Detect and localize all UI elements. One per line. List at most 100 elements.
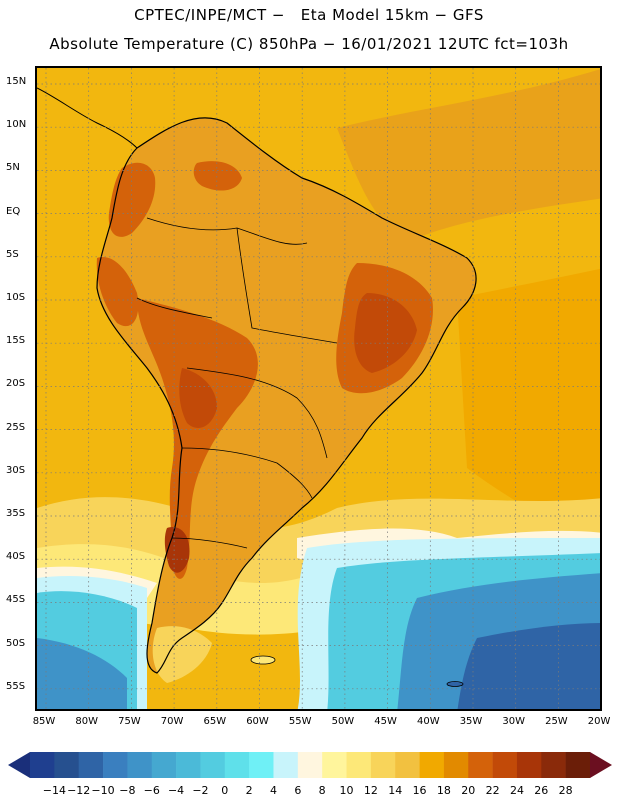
lon-label: 45W xyxy=(374,716,397,727)
colorbar-swatch xyxy=(443,752,469,778)
colorbar-swatch xyxy=(54,752,79,778)
colorbar-swatch xyxy=(78,752,104,778)
colorbar-swatch xyxy=(516,752,542,778)
country-borders xyxy=(136,217,338,549)
lon-label: 80W xyxy=(75,716,98,727)
lat-label: 15N xyxy=(6,76,27,87)
colorbar-swatch xyxy=(176,752,201,778)
lat-label: 10S xyxy=(6,292,26,303)
patagonia-cooler xyxy=(152,626,212,683)
south-america-land xyxy=(97,117,477,674)
title-line-1: CPTEC/INPE/MCT − Eta Model 15km − GFS xyxy=(134,6,484,24)
lon-label: 85W xyxy=(32,716,56,727)
title-line-2: Absolute Temperature (C) 850hPa − 16/01/… xyxy=(49,35,569,53)
colorbar-label: 16 xyxy=(412,784,427,797)
colorbar-label: −12 xyxy=(67,784,91,797)
hot-andes-north xyxy=(108,162,156,237)
hot-peru-coast xyxy=(96,257,139,327)
temperature-map xyxy=(37,68,600,709)
lat-label: 40S xyxy=(6,551,26,563)
colorbar-left-arrow xyxy=(8,752,30,778)
colorbar-label: 4 xyxy=(269,784,277,797)
lat-lon-grid xyxy=(37,68,600,709)
central-america xyxy=(37,87,138,149)
lon-label: 30W xyxy=(502,716,525,727)
colorbar-swatch xyxy=(297,752,323,778)
colorbar-label: 14 xyxy=(388,784,403,797)
colorbar-swatch xyxy=(322,752,347,778)
falkland-islands xyxy=(250,655,276,665)
lat-label: EQ xyxy=(6,205,21,217)
colorbar-swatch xyxy=(151,752,177,778)
colorbar-label: 26 xyxy=(534,784,549,797)
lat-label: 20S xyxy=(6,378,26,390)
cold-ocean-deep-east xyxy=(457,623,600,709)
colorbar-swatch xyxy=(468,752,493,778)
colorbar-label: 20 xyxy=(461,784,476,797)
colorbar-label: 6 xyxy=(294,784,302,797)
colorbar-swatch xyxy=(395,752,420,778)
colorbar-swatch xyxy=(200,752,226,778)
colorbar-swatch xyxy=(127,752,153,778)
lat-label: 55S xyxy=(6,680,26,692)
lon-label: 65W xyxy=(203,716,227,727)
colorbar-swatch xyxy=(492,752,518,778)
colorbar-label: 22 xyxy=(485,784,500,797)
colorbar-label: −2 xyxy=(192,784,209,797)
colorbar-label: 0 xyxy=(221,784,229,797)
colorbar-swatch xyxy=(370,752,396,778)
lat-label: 35S xyxy=(6,508,26,519)
lon-label: 35W xyxy=(459,716,483,727)
hot-central-belt xyxy=(137,298,258,579)
colorbar-label: −8 xyxy=(119,784,136,797)
colorbar-label: 2 xyxy=(245,784,253,797)
hotter-brazil-core xyxy=(354,293,417,373)
warm-east-atlantic xyxy=(457,268,600,538)
lat-label: 50S xyxy=(6,637,26,649)
colorbar-label: 12 xyxy=(363,784,378,797)
lat-label: 45S xyxy=(6,594,26,606)
colorbar-swatch xyxy=(103,752,128,778)
lon-label: 20W xyxy=(587,716,611,727)
colorbar-label: 8 xyxy=(318,784,326,797)
colorbar-swatch xyxy=(249,752,274,778)
cold-ocean-blue-west xyxy=(37,638,127,709)
colorbar-label: 18 xyxy=(436,784,451,797)
coastline xyxy=(96,117,477,674)
colorbar-swatch xyxy=(346,752,372,778)
colorbar-swatch xyxy=(273,752,299,778)
colorbar-label: −6 xyxy=(143,784,160,797)
lon-label: 55W xyxy=(288,716,312,727)
colorbar-label: 28 xyxy=(558,784,573,797)
south-georgia-island xyxy=(446,681,464,687)
colorbar-swatch xyxy=(565,752,591,778)
lon-label: 75W xyxy=(118,716,141,727)
colorbar-swatch xyxy=(419,752,445,778)
lon-label: 25W xyxy=(545,716,568,727)
hotter-chaco xyxy=(179,368,217,428)
colorbar-label: 10 xyxy=(339,784,354,797)
lon-label: 40W xyxy=(416,716,440,727)
lon-label: 60W xyxy=(246,716,269,727)
hot-venezuela xyxy=(193,161,242,191)
colorbar-label: −14 xyxy=(42,784,66,797)
colorbar-label: −10 xyxy=(91,784,115,797)
lon-label: 50W xyxy=(331,716,355,727)
lat-label: 25S xyxy=(6,421,26,433)
lon-label: 70W xyxy=(160,716,184,727)
colorbar-swatch xyxy=(224,752,250,778)
lat-label: 5N xyxy=(6,162,20,174)
colorbar-right-arrow xyxy=(590,752,612,778)
colorbar-swatches xyxy=(30,752,591,778)
colorbar-label: −4 xyxy=(167,784,185,797)
colorbar-swatch xyxy=(30,752,55,778)
map-frame xyxy=(35,66,602,711)
lat-label: 30S xyxy=(6,464,26,476)
lat-label: 10N xyxy=(6,119,27,131)
colorbar-swatch xyxy=(541,752,566,778)
warm-atlantic-band xyxy=(337,69,600,238)
colorbar xyxy=(8,752,612,778)
lat-label: 5S xyxy=(6,248,19,260)
colorbar-label: 24 xyxy=(509,784,524,797)
lat-label: 15S xyxy=(6,335,26,347)
